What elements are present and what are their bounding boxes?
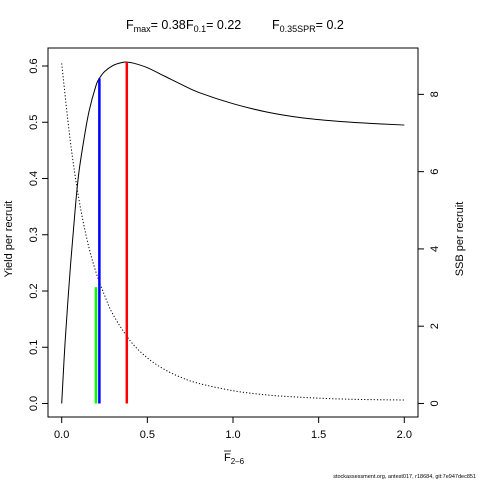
x-tick-label: 1.5 [311,429,326,441]
y-left-tick-label: 0.4 [28,171,40,186]
x-tick-label: 0.0 [54,429,69,441]
x-tick-label: 0.5 [140,429,155,441]
y-left-tick-label: 0.2 [28,283,40,298]
y-right-tick-label: 0 [429,400,441,406]
reference-lines [94,62,129,404]
ssb-per-recruit-line [61,63,405,401]
title-fmax: Fmax= 0.38 [126,18,186,34]
x-tick-label: 1.0 [225,429,240,441]
y-right-tick-label: 2 [429,323,441,329]
y-left-axis-title: Yield per recruit [3,201,15,278]
title-f01: F0.1= 0.22 [186,18,241,34]
y-right-tick-label: 4 [429,246,441,252]
y-left-tick-label: 0.3 [28,227,40,242]
x-tick-label: 2.0 [397,429,412,441]
y-right-tick-label: 8 [429,91,441,97]
y-right-axis-title: SSB per recruit [454,202,466,277]
x-axis: 0.0 0.5 1.0 1.5 2.0 [54,416,412,441]
y-left-axis: 0.0 0.1 0.2 0.3 0.4 0.5 0.6 [28,58,49,411]
title-fspr: F0.35SPR= 0.2 [272,18,344,34]
y-left-tick-label: 0.5 [28,115,40,130]
y-right-tick-label: 6 [429,169,441,175]
footer-credit: stockassessment.org, antest017, r18684, … [333,474,476,480]
y-left-tick-label: 0.0 [28,396,40,411]
x-axis-title: F2–6 [224,452,245,466]
series-layer [61,61,405,404]
y-left-tick-label: 0.6 [28,58,40,73]
y-right-axis: 0 2 4 6 8 [417,91,441,407]
yield-per-recruit-line [61,61,405,404]
y-left-tick-label: 0.1 [28,340,40,355]
